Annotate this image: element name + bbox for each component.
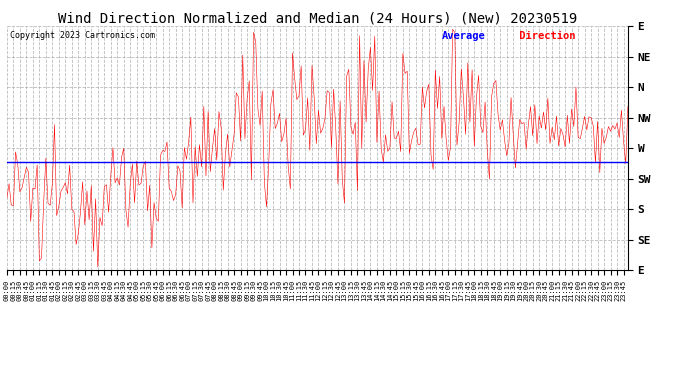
Title: Wind Direction Normalized and Median (24 Hours) (New) 20230519: Wind Direction Normalized and Median (24… bbox=[58, 11, 577, 25]
Text: Copyright 2023 Cartronics.com: Copyright 2023 Cartronics.com bbox=[10, 31, 155, 40]
Text: Direction: Direction bbox=[513, 31, 575, 41]
Text: Average: Average bbox=[442, 31, 485, 41]
